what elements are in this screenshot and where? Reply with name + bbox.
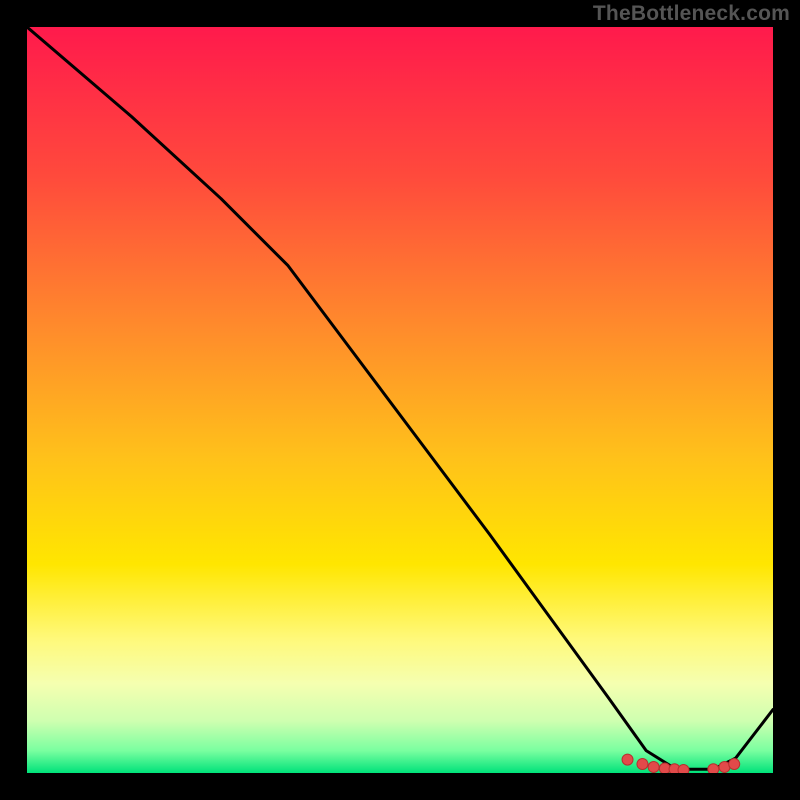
marker-dot [648, 762, 659, 773]
plot-area [27, 27, 773, 773]
marker-dot [637, 759, 648, 770]
chart-frame: TheBottleneck.com [0, 0, 800, 800]
marker-dot [678, 765, 689, 773]
marker-dot [622, 754, 633, 765]
marker-dot [708, 764, 719, 773]
marker-dot [729, 759, 740, 770]
watermark-text: TheBottleneck.com [593, 2, 790, 26]
marker-layer [27, 27, 773, 773]
